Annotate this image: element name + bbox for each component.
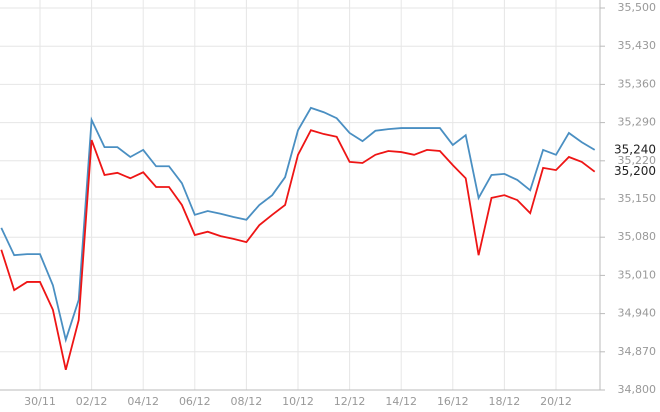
- y-tick-label: 34,870: [618, 345, 657, 358]
- x-tick-label: 02/12: [76, 395, 108, 408]
- series-line: [0, 129, 596, 371]
- x-tick-label: 08/12: [231, 395, 263, 408]
- y-tick-label: 35,010: [618, 268, 657, 281]
- y-tick-label: 35,360: [618, 77, 657, 90]
- x-tick-label: 06/12: [179, 395, 211, 408]
- y-tick-label: 35,150: [618, 192, 657, 205]
- end-value-label: 35,200: [614, 164, 656, 178]
- x-tick-label: 18/12: [489, 395, 521, 408]
- y-tick-label: 34,800: [618, 383, 657, 396]
- end-value-label: 35,240: [614, 142, 656, 156]
- y-tick-label: 35,290: [618, 116, 657, 129]
- y-tick-label: 35,220: [618, 154, 657, 167]
- x-tick-label: 14/12: [385, 395, 417, 408]
- x-tick-label: 16/12: [437, 395, 469, 408]
- y-tick-label: 35,080: [618, 230, 657, 243]
- x-tick-label: 04/12: [127, 395, 159, 408]
- x-tick-label: 30/11: [24, 395, 56, 408]
- y-tick-label: 35,500: [618, 1, 657, 14]
- x-tick-label: 12/12: [334, 395, 366, 408]
- y-tick-label: 35,430: [618, 39, 657, 52]
- series-line: [0, 106, 596, 344]
- x-tick-label: 10/12: [282, 395, 314, 408]
- x-tick-label: 20/12: [540, 395, 572, 408]
- y-tick-label: 34,940: [618, 307, 657, 320]
